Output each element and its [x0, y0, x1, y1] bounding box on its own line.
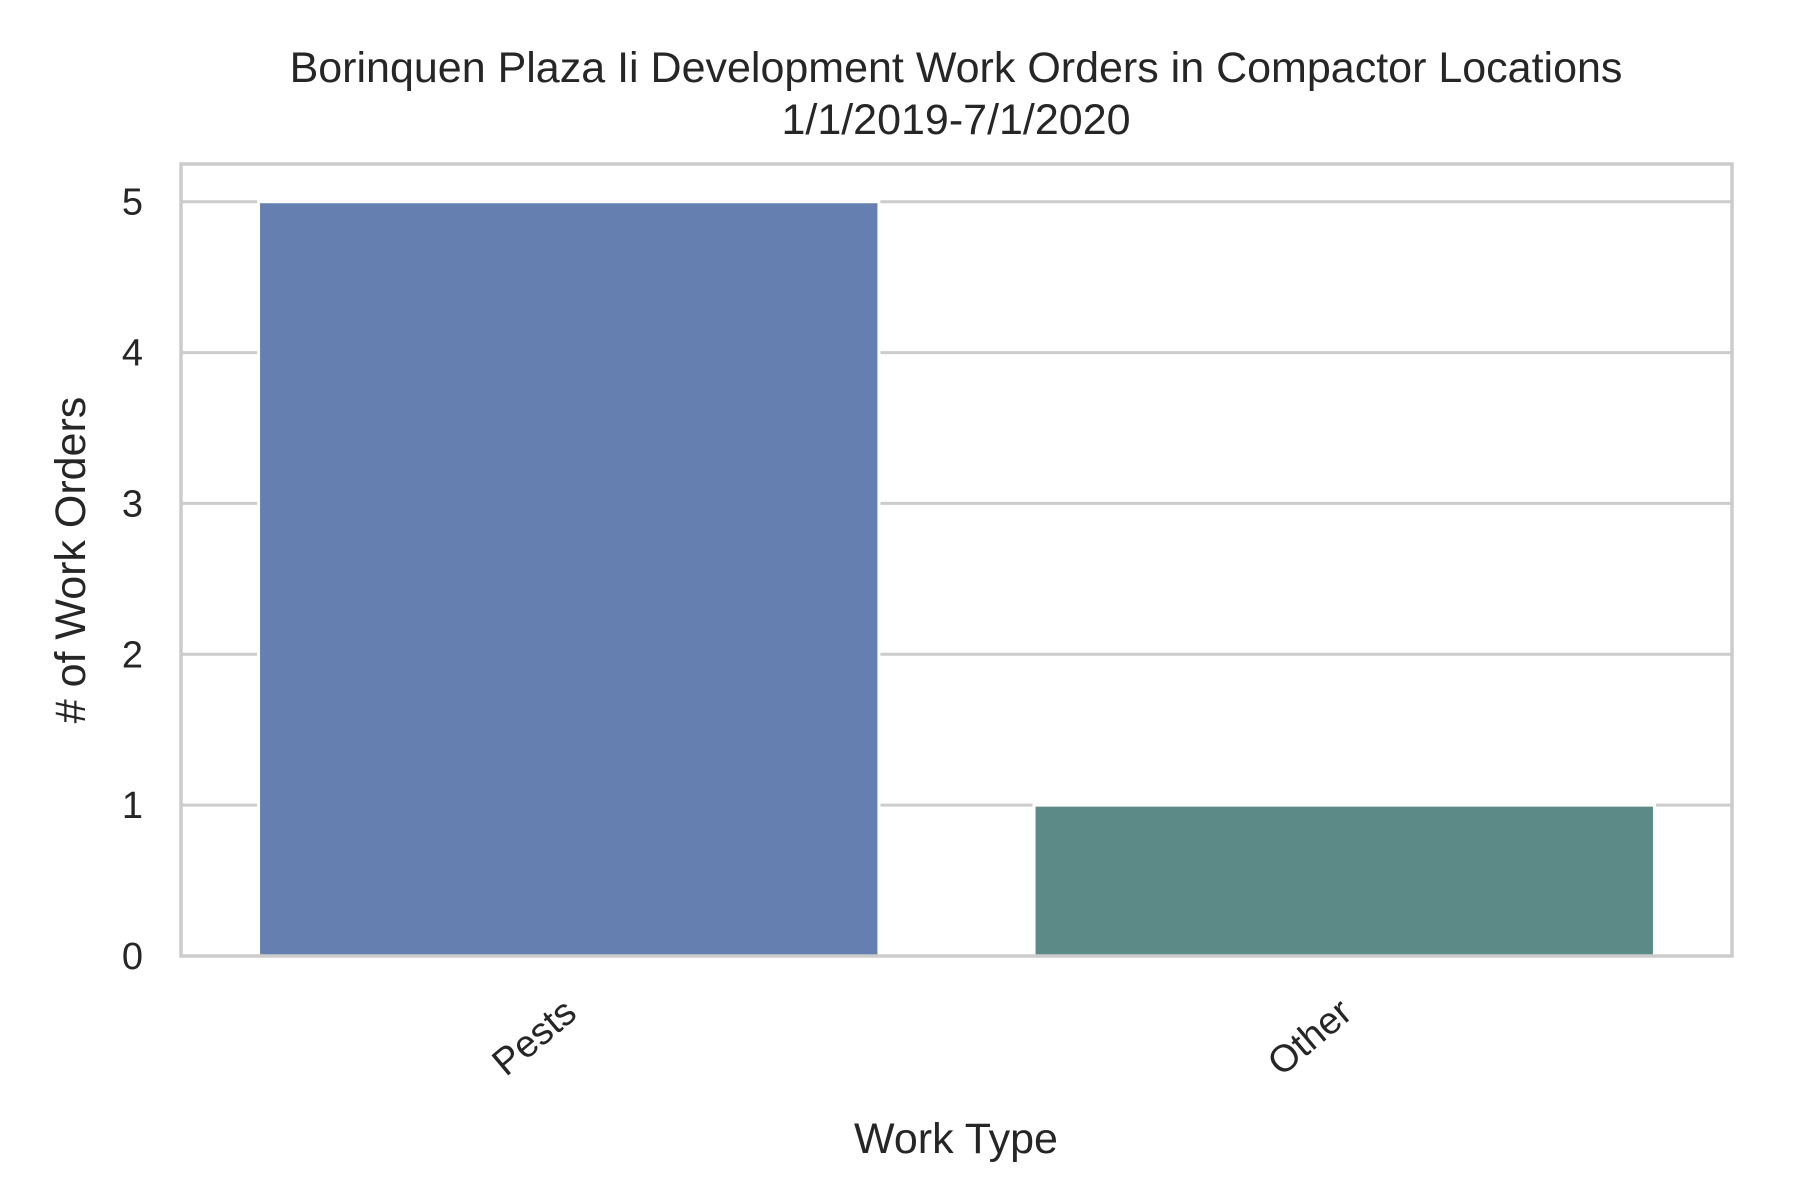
chart-title: Borinquen Plaza Ii Development Work Orde…: [290, 44, 1623, 92]
y-tick-label: 5: [122, 182, 143, 224]
y-axis-label: # of Work Orders: [47, 397, 95, 724]
y-tick-label: 2: [122, 634, 143, 676]
bar-other: [1032, 803, 1656, 958]
bar-pests: [257, 200, 881, 958]
chart-subtitle: 1/1/2019-7/1/2020: [781, 96, 1130, 144]
y-tick-label: 3: [122, 483, 143, 525]
plot-frame: [179, 162, 1734, 958]
y-tick-label: 0: [122, 936, 143, 978]
y-tick-labels: 0 1 2 3 4 5: [122, 182, 143, 978]
y-tick-label: 4: [122, 333, 143, 375]
x-axis-label: Work Type: [854, 1115, 1058, 1163]
y-tick-label: 1: [122, 785, 143, 827]
bars: [257, 200, 1656, 958]
